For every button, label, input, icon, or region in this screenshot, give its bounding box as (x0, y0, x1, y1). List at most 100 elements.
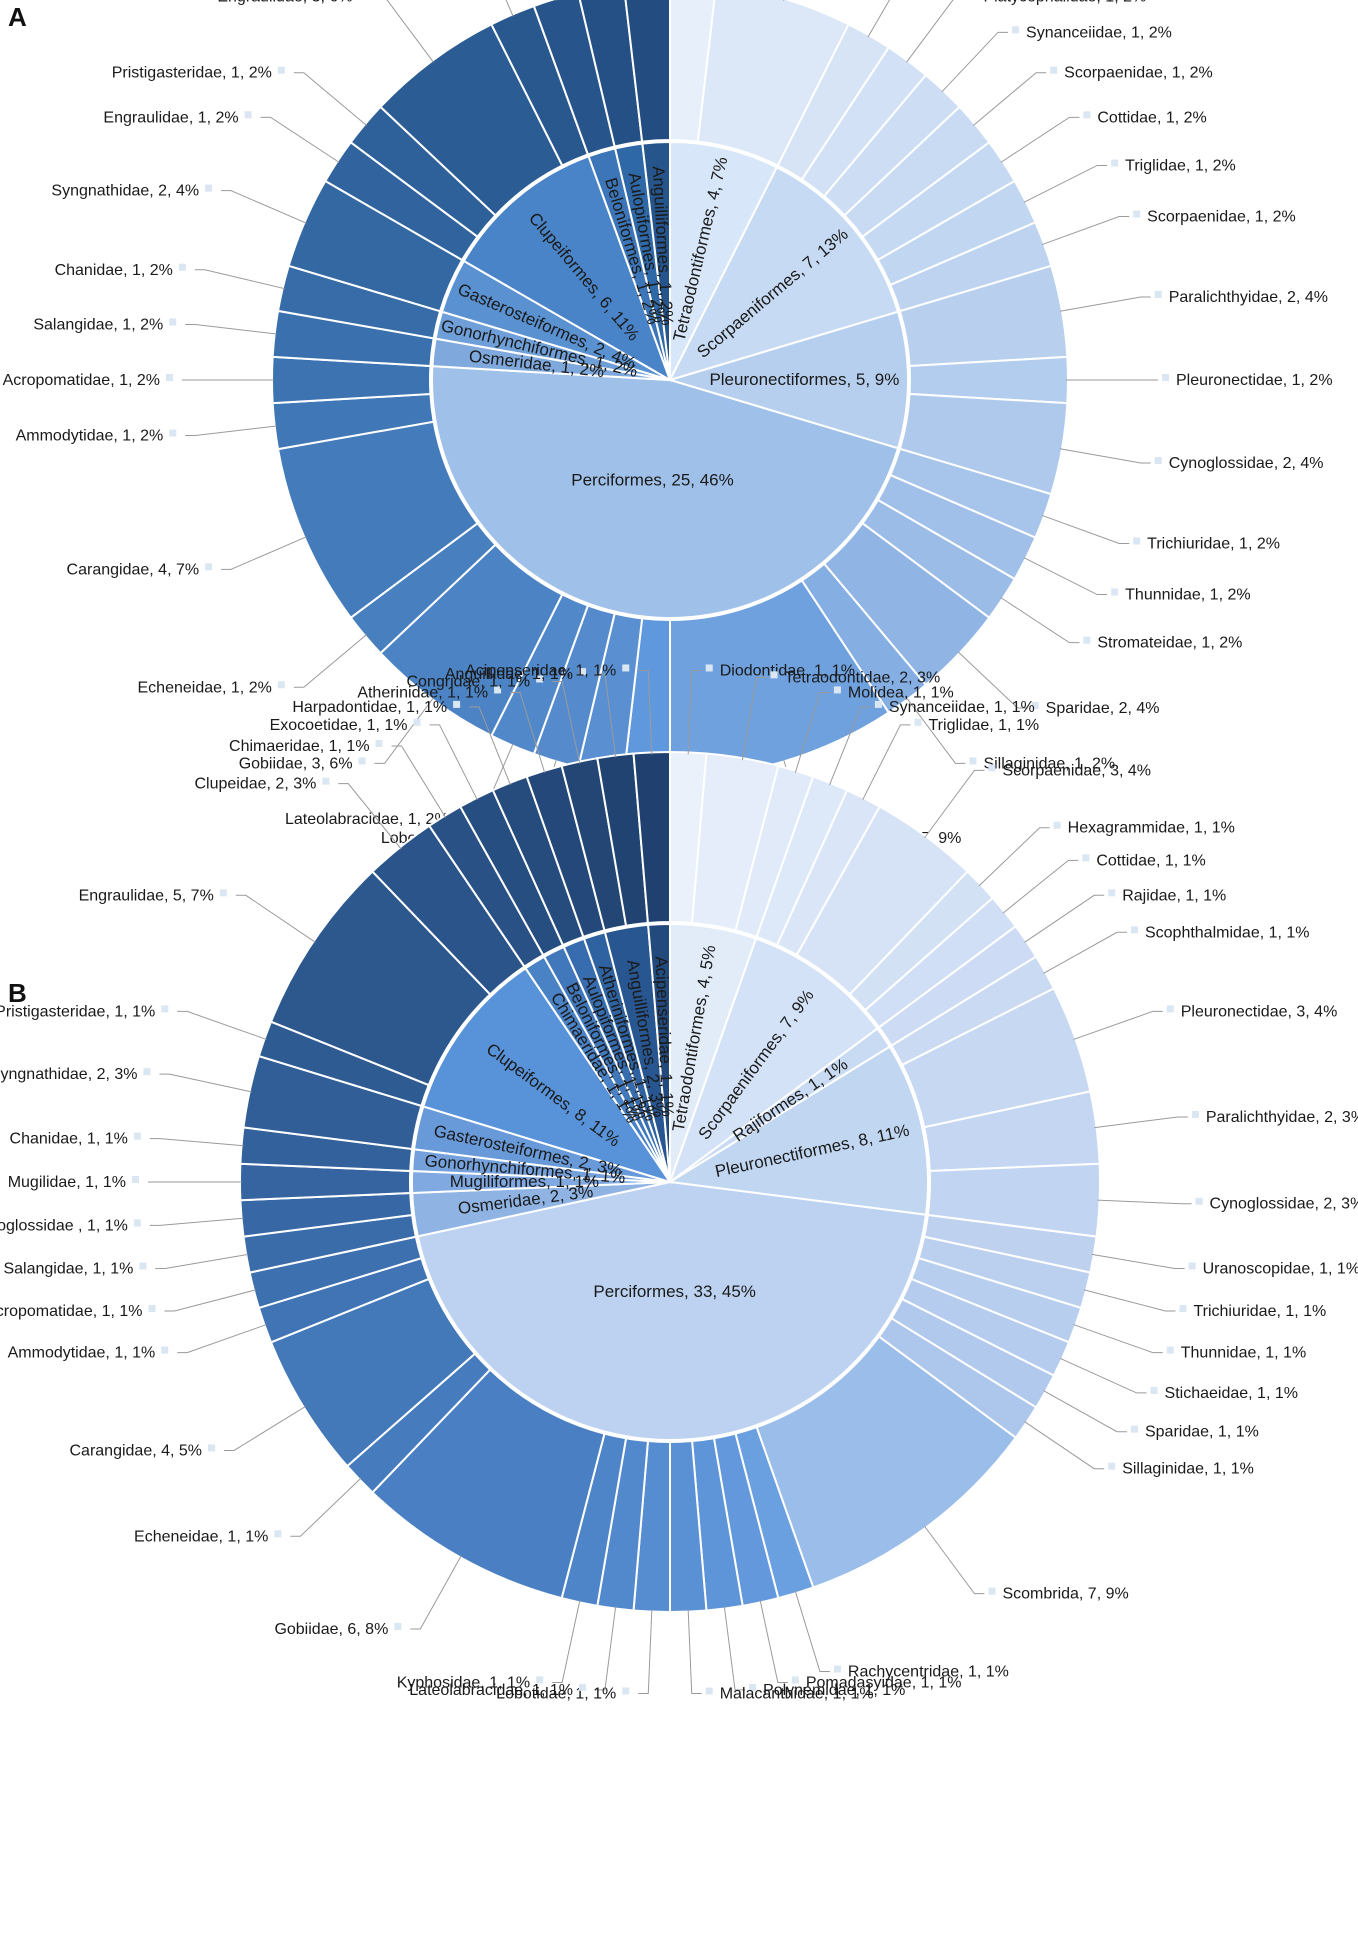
outer-label: Atherinidae, 1, 1% (357, 684, 488, 701)
outer-label: Scorpaenidae, 1, 2% (1147, 209, 1296, 226)
label-marker (969, 757, 977, 765)
outer-label: Congridae, 1, 1% (406, 673, 530, 690)
label-marker (1108, 1462, 1116, 1470)
leader-line (978, 827, 1050, 887)
leader-line (221, 536, 307, 570)
label-marker (413, 718, 421, 726)
leader-line (924, 1525, 985, 1595)
leader-line (177, 1010, 267, 1040)
leader-line (469, 706, 511, 786)
label-marker (705, 664, 713, 672)
outer-label: Pristigasteridae, 1, 2% (112, 65, 272, 82)
label-marker (1050, 66, 1058, 74)
label-marker (277, 66, 285, 74)
leader-line (867, 0, 890, 38)
leader-line (973, 72, 1047, 126)
inner-segment (431, 365, 900, 619)
label-marker (219, 889, 227, 897)
outer-label: Synanceiidae, 1, 2% (1026, 24, 1172, 41)
label-marker (322, 777, 330, 785)
outer-label: Salangidae, 1, 2% (33, 317, 163, 334)
leader-line (149, 1217, 244, 1226)
leader-line (594, 673, 617, 758)
outer-label: Cottidae, 1, 2% (1097, 109, 1206, 126)
label-marker (1166, 1346, 1174, 1354)
label-marker (1191, 1110, 1199, 1118)
outer-label: Harpadontidae, 1, 1% (292, 699, 447, 716)
leader-line (638, 1609, 653, 1695)
outer-label: Syngnathidae, 2, 4% (51, 183, 199, 200)
outer-label: Cynoglossidae, 2, 4% (1169, 455, 1324, 472)
outer-label: Ammodytidae, 1, 2% (16, 427, 164, 444)
label-marker (1179, 1305, 1187, 1313)
label-marker (277, 681, 285, 689)
label-marker (1111, 159, 1119, 167)
inner-segment (666, 310, 909, 450)
leader-line (1094, 1116, 1188, 1129)
outer-label: Scorpaenidae, 1, 2% (1064, 65, 1213, 82)
leader-line (224, 1405, 306, 1451)
outer-label: Molidea, 1, 1% (848, 684, 954, 701)
outer-label: Trichiuridae, 1, 1% (1193, 1303, 1326, 1320)
leader-line (906, 697, 966, 764)
outer-label: Thunnidae, 1, 2% (1125, 587, 1250, 604)
outer-segment (632, 750, 671, 925)
label-marker (1154, 290, 1162, 298)
outer-ring-segments (270, 0, 1070, 780)
outer-label: Rachycentridae, 1, 1% (848, 1664, 1009, 1681)
label-marker (394, 1622, 402, 1630)
leader-line (1059, 448, 1151, 464)
outer-label: Chimaeridae, 1, 1% (229, 738, 370, 755)
outer-label: Paralichthyidae, 2, 4% (1169, 289, 1328, 306)
outer-label: Tetraodontidae, 2, 3% (785, 669, 941, 686)
leader-line (829, 706, 871, 786)
leader-line (164, 1289, 256, 1312)
leader-line (290, 1477, 362, 1537)
outer-label: Salangidae, 1, 1% (3, 1261, 133, 1278)
leader-line (1024, 1421, 1105, 1470)
leader-line (794, 1591, 830, 1673)
leader-line (1041, 514, 1130, 544)
outer-label: Hexagrammidae, 1, 1% (1068, 820, 1235, 837)
outer-label: Sparidae, 1, 1% (1145, 1424, 1259, 1441)
outer-label: Mugilidae, 1, 1% (8, 1174, 126, 1191)
outer-label: Engraulidae, 1, 2% (103, 109, 238, 126)
leader-line (391, 745, 447, 818)
leader-line (638, 669, 653, 755)
leader-line (1023, 164, 1108, 203)
leader-line (1059, 296, 1151, 312)
outer-label: Clupeidae, 2, 3% (194, 776, 316, 793)
outer-label: Pristigasteridae, 1, 1% (0, 1003, 155, 1020)
label-marker (244, 111, 252, 119)
leader-line (149, 1138, 244, 1147)
leader-line (723, 1606, 746, 1691)
inner-ring-segments (431, 140, 909, 619)
outer-label: Pleuronectidae, 1, 2% (1176, 372, 1333, 389)
leader-line (185, 324, 277, 335)
leader-line (1002, 859, 1079, 914)
label-marker (874, 700, 882, 708)
outer-label: Gobiidae, 6, 8% (274, 1621, 388, 1638)
leader-line (1043, 931, 1127, 974)
leader-line (552, 1600, 581, 1684)
leader-line (957, 651, 1028, 709)
label-marker (161, 1346, 169, 1354)
leader-lines (148, 669, 1192, 1695)
leader-line (1000, 116, 1080, 163)
outer-label: Plecoglossidae , 1, 1% (0, 1217, 128, 1234)
outer-label: Synanceiidae, 1, 1% (889, 699, 1035, 716)
outer-label: Sillaginidae, 1, 1% (1122, 1461, 1254, 1478)
label-marker (1154, 457, 1162, 465)
label-marker (988, 764, 996, 772)
inner-label: Perciformes, 25, 46% (571, 470, 734, 489)
inner-segment (667, 1045, 929, 1216)
label-marker (208, 1444, 216, 1452)
label-marker (148, 1305, 156, 1313)
leader-line (924, 769, 985, 839)
outer-label: Cottidae, 1, 1% (1096, 852, 1205, 869)
leader-line (159, 1073, 252, 1093)
outer-ring-segments (238, 750, 1101, 1614)
inner-segment (462, 155, 672, 383)
outer-label: Scombrida, 7, 9% (1002, 1586, 1128, 1603)
